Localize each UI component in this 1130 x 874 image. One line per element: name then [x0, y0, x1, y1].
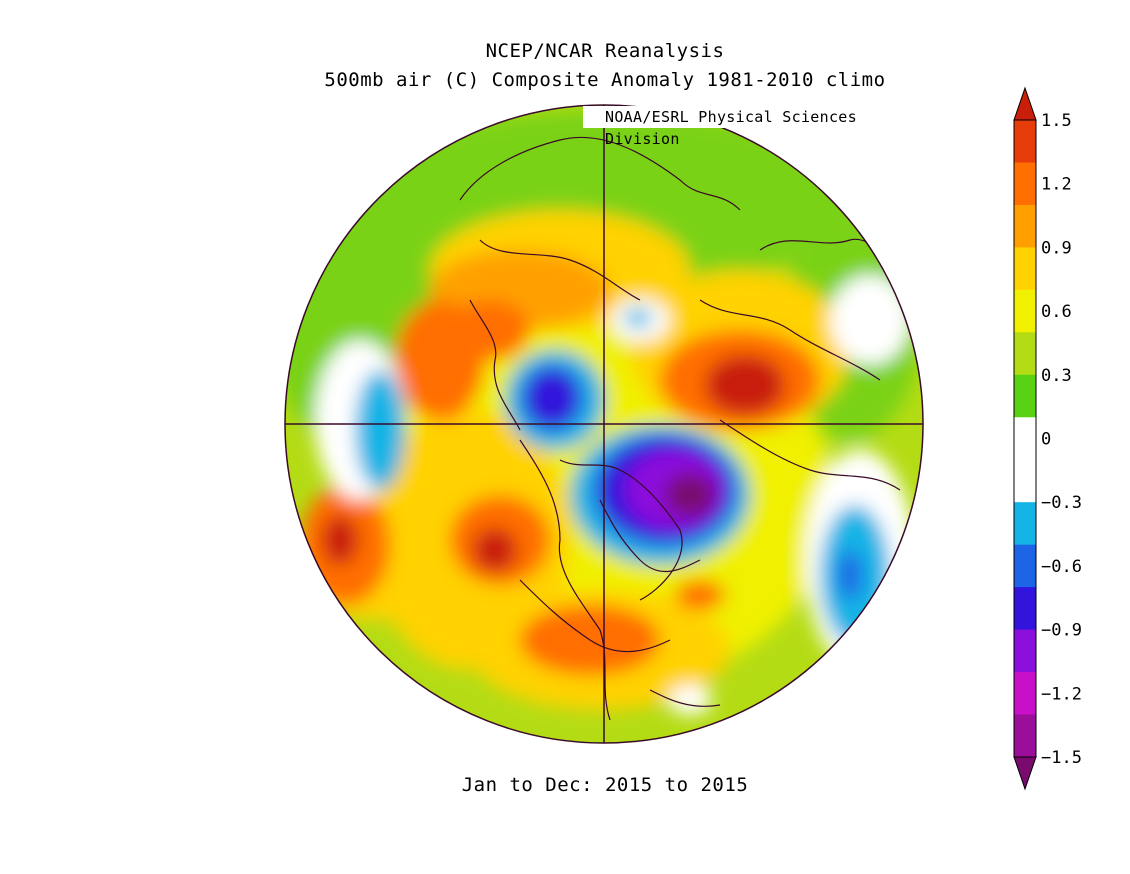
colorbar-band — [1014, 544, 1036, 588]
colorbar-tick-label: −1.2 — [1041, 684, 1082, 704]
colorbar-band — [1014, 502, 1036, 546]
colorbar-tick-label: −0.3 — [1041, 493, 1082, 513]
colorbar-tick-label: 0 — [1041, 430, 1051, 450]
colorbar-band — [1014, 629, 1036, 673]
colorbar-band — [1014, 417, 1036, 461]
chart-title: NCEP/NCAR Reanalysis — [485, 40, 725, 62]
colorbar-band — [1014, 120, 1036, 163]
colorbar-min-arrow — [1013, 756, 1037, 791]
colorbar-band — [1014, 289, 1036, 333]
colorbar-tick-label: −0.6 — [1041, 557, 1082, 577]
time-range-label: Jan to Dec: 2015 to 2015 — [461, 774, 749, 796]
colorbar-max-arrow — [1013, 86, 1037, 121]
colorbar-band — [1014, 247, 1036, 291]
colorbar-tick-label: 1.2 — [1041, 175, 1072, 195]
colorbar-tick-label: 0.6 — [1041, 302, 1072, 322]
colorbar-tick-label: 0.3 — [1041, 366, 1072, 386]
colorbar-band — [1014, 714, 1036, 758]
colorbar-band — [1014, 162, 1036, 206]
colorbar-tick-label: −1.5 — [1041, 748, 1082, 768]
colorbar-tick-label: 0.9 — [1041, 238, 1072, 258]
colorbar-band — [1014, 672, 1036, 716]
colorbar-tick-label: −0.9 — [1041, 621, 1082, 641]
colorbar-band — [1014, 459, 1036, 503]
chart-subtitle: 500mb air (C) Composite Anomaly 1981-201… — [324, 69, 886, 91]
colorbar-tick-label: 1.5 — [1041, 111, 1072, 131]
colorbar-band — [1014, 587, 1036, 631]
colorbar-band — [1014, 374, 1036, 418]
anomaly-field — [285, 105, 923, 743]
colorbar-band — [1014, 204, 1036, 248]
colorbar-band — [1014, 332, 1036, 376]
credit-label: NOAA/ESRL Physical Sciences Division — [583, 106, 923, 148]
